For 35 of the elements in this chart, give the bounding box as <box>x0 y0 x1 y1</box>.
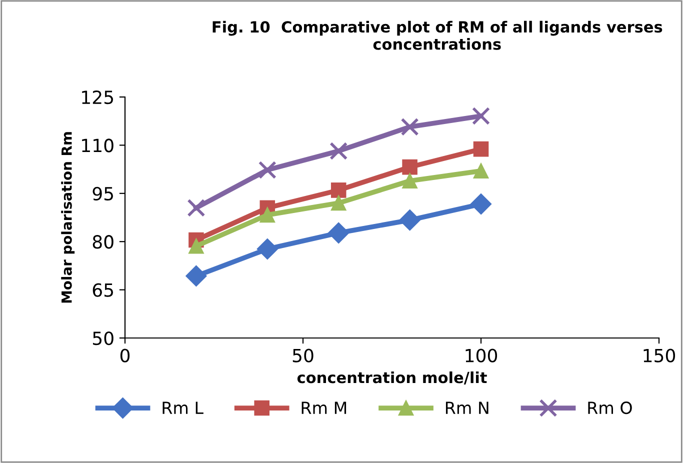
point <box>473 163 489 179</box>
point <box>188 238 204 254</box>
legend-label: Rm N <box>446 402 488 414</box>
point <box>256 238 278 260</box>
point <box>260 207 276 223</box>
point <box>258 160 276 179</box>
point <box>470 193 492 215</box>
legend-label: Rm O <box>588 401 632 414</box>
x-tick-label: 150 <box>644 348 676 362</box>
x-axis-title: concentration mole/lit <box>297 371 487 384</box>
point <box>402 159 418 175</box>
y-axis-title: Molar polarisation Rm <box>61 132 75 303</box>
point <box>328 222 350 244</box>
point <box>187 198 206 217</box>
point <box>472 106 490 125</box>
y-tick-label: 80 <box>92 235 114 249</box>
x-tick-label: 100 <box>466 348 498 362</box>
legend-label: Rm L <box>162 402 204 414</box>
point <box>186 265 207 286</box>
y-tick-label: 65 <box>92 283 114 297</box>
point <box>400 118 419 136</box>
chart-title: Fig. 10 Comparative plot of RM of all ligands verses concentrations <box>212 20 662 50</box>
point <box>402 173 418 189</box>
x-tick-label: 50 <box>292 348 314 362</box>
point <box>330 195 346 211</box>
y-tick-label: 95 <box>92 186 114 201</box>
y-tick-label: 110 <box>82 138 114 152</box>
x-tick-label: 0 <box>120 348 130 362</box>
point <box>330 142 348 160</box>
y-tick-label: 50 <box>93 331 114 346</box>
y-tick-label: 125 <box>82 90 114 104</box>
legend-label: Rm M <box>302 402 346 414</box>
point <box>330 182 346 198</box>
point <box>399 210 420 231</box>
point <box>473 141 489 157</box>
